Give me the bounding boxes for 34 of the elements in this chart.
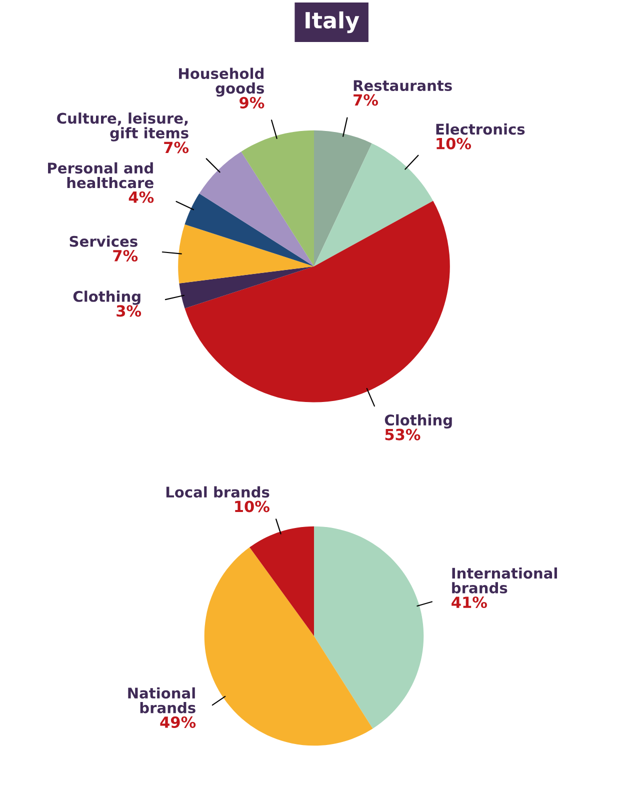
pie-slice: [179, 266, 314, 308]
pie-slice: [178, 224, 314, 284]
slice-label: National brands: [128, 687, 196, 714]
slice-label: Culture, leisure, gift items: [57, 112, 188, 142]
slice-label: Services: [70, 236, 138, 247]
pie-slice: [314, 526, 424, 729]
pie-slice: [184, 193, 314, 266]
pie-slice: [250, 526, 314, 636]
data-label: 7%: [354, 94, 378, 106]
slice-label: Personal and healthcare: [48, 162, 154, 188]
slice-label: Restaurants: [354, 80, 452, 92]
data-label: 49%: [160, 716, 196, 728]
slice-label: International brands: [452, 567, 557, 594]
data-label: 10%: [436, 138, 472, 150]
slice-label: Clothing: [73, 290, 140, 305]
chart-title: Italy: [306, 11, 360, 34]
slice-label: Household goods: [179, 68, 264, 97]
pie-slice: [241, 130, 314, 266]
slice-label: Clothing: [384, 414, 452, 428]
data-label: 53%: [385, 428, 420, 440]
data-label: 41%: [452, 596, 487, 608]
data-label: 7%: [164, 142, 189, 154]
data-label: 7%: [113, 250, 138, 262]
pie-slice: [184, 200, 450, 402]
data-label: 9%: [240, 96, 264, 108]
data-label: 4%: [128, 191, 154, 203]
pie-slice: [314, 130, 372, 266]
slice-label: Local brands: [166, 486, 270, 498]
data-label: 3%: [116, 305, 142, 317]
pie-slice: [314, 143, 434, 266]
slice-label: Electronics: [436, 123, 525, 135]
pie-slice: [204, 547, 373, 746]
data-label: 10%: [235, 500, 270, 512]
pie-slice: [199, 152, 314, 266]
